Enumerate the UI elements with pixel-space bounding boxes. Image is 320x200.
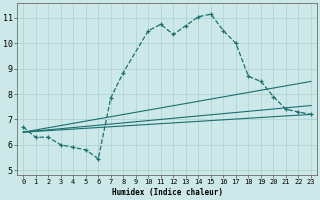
X-axis label: Humidex (Indice chaleur): Humidex (Indice chaleur) — [112, 188, 223, 197]
